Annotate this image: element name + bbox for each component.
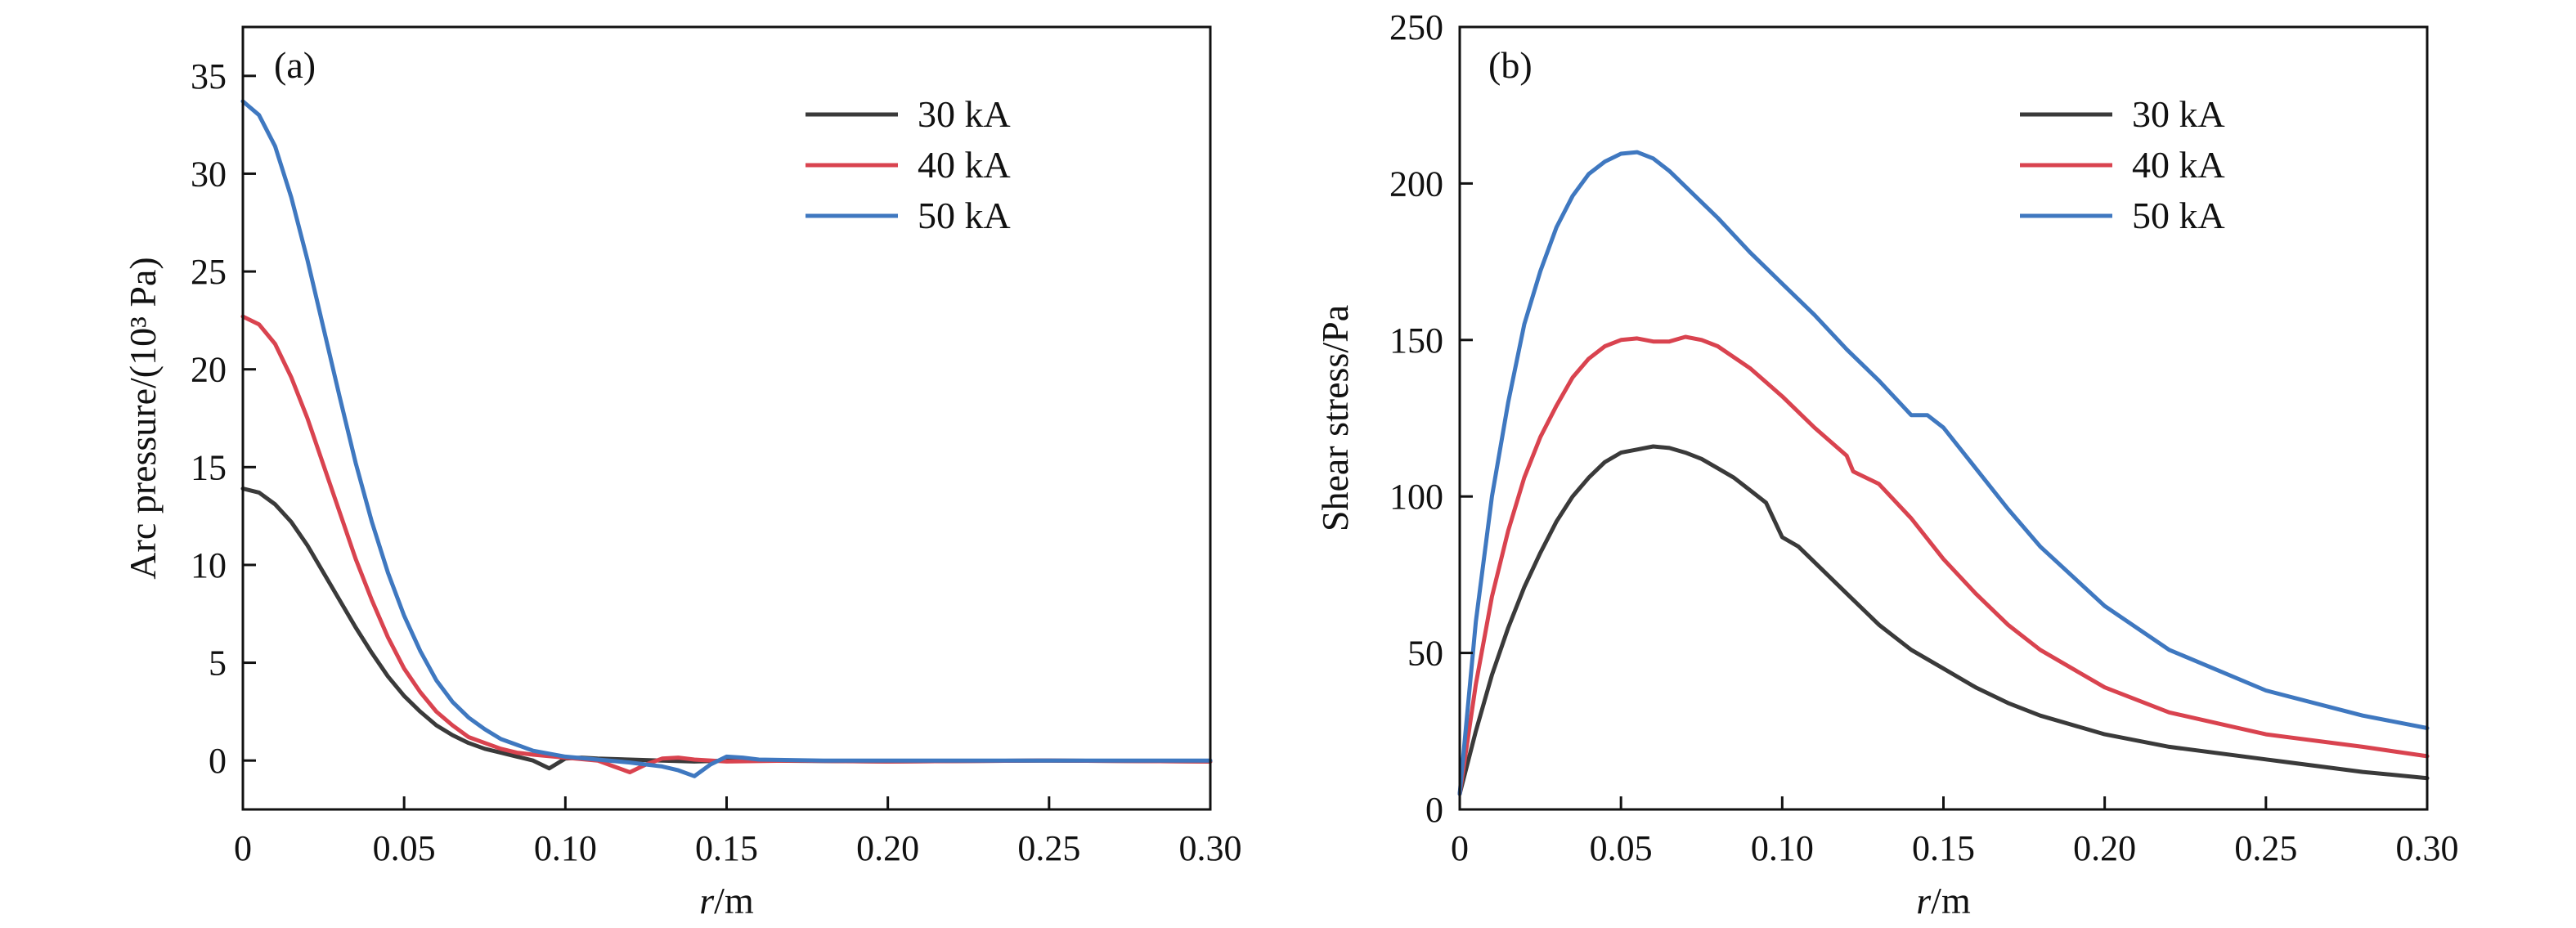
series-line-50-ka <box>240 99 1213 778</box>
plot-frame <box>1458 25 2429 811</box>
y-tick-label: 25 <box>191 252 227 292</box>
panel-label: (b) <box>1488 44 1533 86</box>
series-group <box>1457 150 2430 796</box>
y-tick-label: 0 <box>1425 790 1443 830</box>
x-axis-title: r/m <box>699 880 754 921</box>
y-tick-label: 150 <box>1389 321 1443 361</box>
series-line-30-ka <box>1457 444 2430 796</box>
legend-label: 50 kA <box>2132 195 2225 236</box>
legend-label: 40 kA <box>918 144 1011 186</box>
x-axis-unit: /m <box>1931 880 1971 921</box>
plot-frame <box>241 25 1212 811</box>
x-tick-label: 0.05 <box>373 828 436 868</box>
y-tick-label: 200 <box>1389 164 1443 204</box>
y-axis-title: Arc pressure/(10³ Pa) <box>122 257 164 579</box>
y-tick-label: 250 <box>1389 7 1443 47</box>
y-tick-label: 10 <box>191 545 227 585</box>
y-tick-label: 35 <box>191 56 227 96</box>
x-tick-label: 0.15 <box>695 828 758 868</box>
x-axis-variable: r <box>1916 880 1932 921</box>
legend-label: 50 kA <box>918 195 1011 236</box>
y-tick-label: 100 <box>1389 477 1443 517</box>
y-tick-label: 0 <box>209 741 227 781</box>
x-tick-label: 0.30 <box>2396 828 2459 868</box>
panel-a: 0 0.05 0.10 0.15 0.20 0.25 0.30 0 5 10 15 20 25 30 35 r… <box>122 25 1242 921</box>
legend-label: 40 kA <box>2132 144 2225 186</box>
y-tick-label: 30 <box>191 154 227 194</box>
x-tick-label: 0.25 <box>1017 828 1080 868</box>
x-tick-label: 0.30 <box>1179 828 1242 868</box>
series-line-40-ka <box>1457 334 2430 796</box>
series-group <box>240 99 1213 778</box>
x-tick-label: 0.20 <box>2073 828 2136 868</box>
legend-label: 30 kA <box>918 93 1011 135</box>
series-line-50-ka <box>1457 150 2430 796</box>
panel-b: 0 0.05 0.10 0.15 0.20 0.25 0.30 0 50 100 150 200 250… <box>1314 7 2459 921</box>
x-axis-title: r/m <box>1916 880 1971 921</box>
series-line-30-ka <box>240 486 1213 771</box>
y-tick-label: 20 <box>191 350 227 390</box>
x-tick-label: 0.25 <box>2234 828 2297 868</box>
y-axis-title: Shear stress/Pa <box>1314 305 1356 531</box>
x-axis-unit: /m <box>714 880 754 921</box>
series-line-40-ka <box>240 314 1213 774</box>
x-tick-label: 0.10 <box>534 828 597 868</box>
x-tick-label: 0 <box>1451 828 1469 868</box>
y-tick-label: 50 <box>1407 634 1443 674</box>
x-tick-label: 0.15 <box>1912 828 1975 868</box>
legend-label: 30 kA <box>2132 93 2225 135</box>
panel-label: (a) <box>274 44 316 86</box>
y-tick-label: 5 <box>209 643 227 684</box>
x-axis-variable: r <box>699 880 715 921</box>
x-tick-label: 0.05 <box>1590 828 1653 868</box>
y-tick-label: 15 <box>191 447 227 487</box>
legend: 30 kA 40 kA 50 kA <box>2020 93 2225 236</box>
x-tick-label: 0.20 <box>856 828 919 868</box>
x-tick-label: 0.10 <box>1751 828 1814 868</box>
legend: 30 kA 40 kA 50 kA <box>806 93 1011 236</box>
x-tick-label: 0 <box>234 828 252 868</box>
